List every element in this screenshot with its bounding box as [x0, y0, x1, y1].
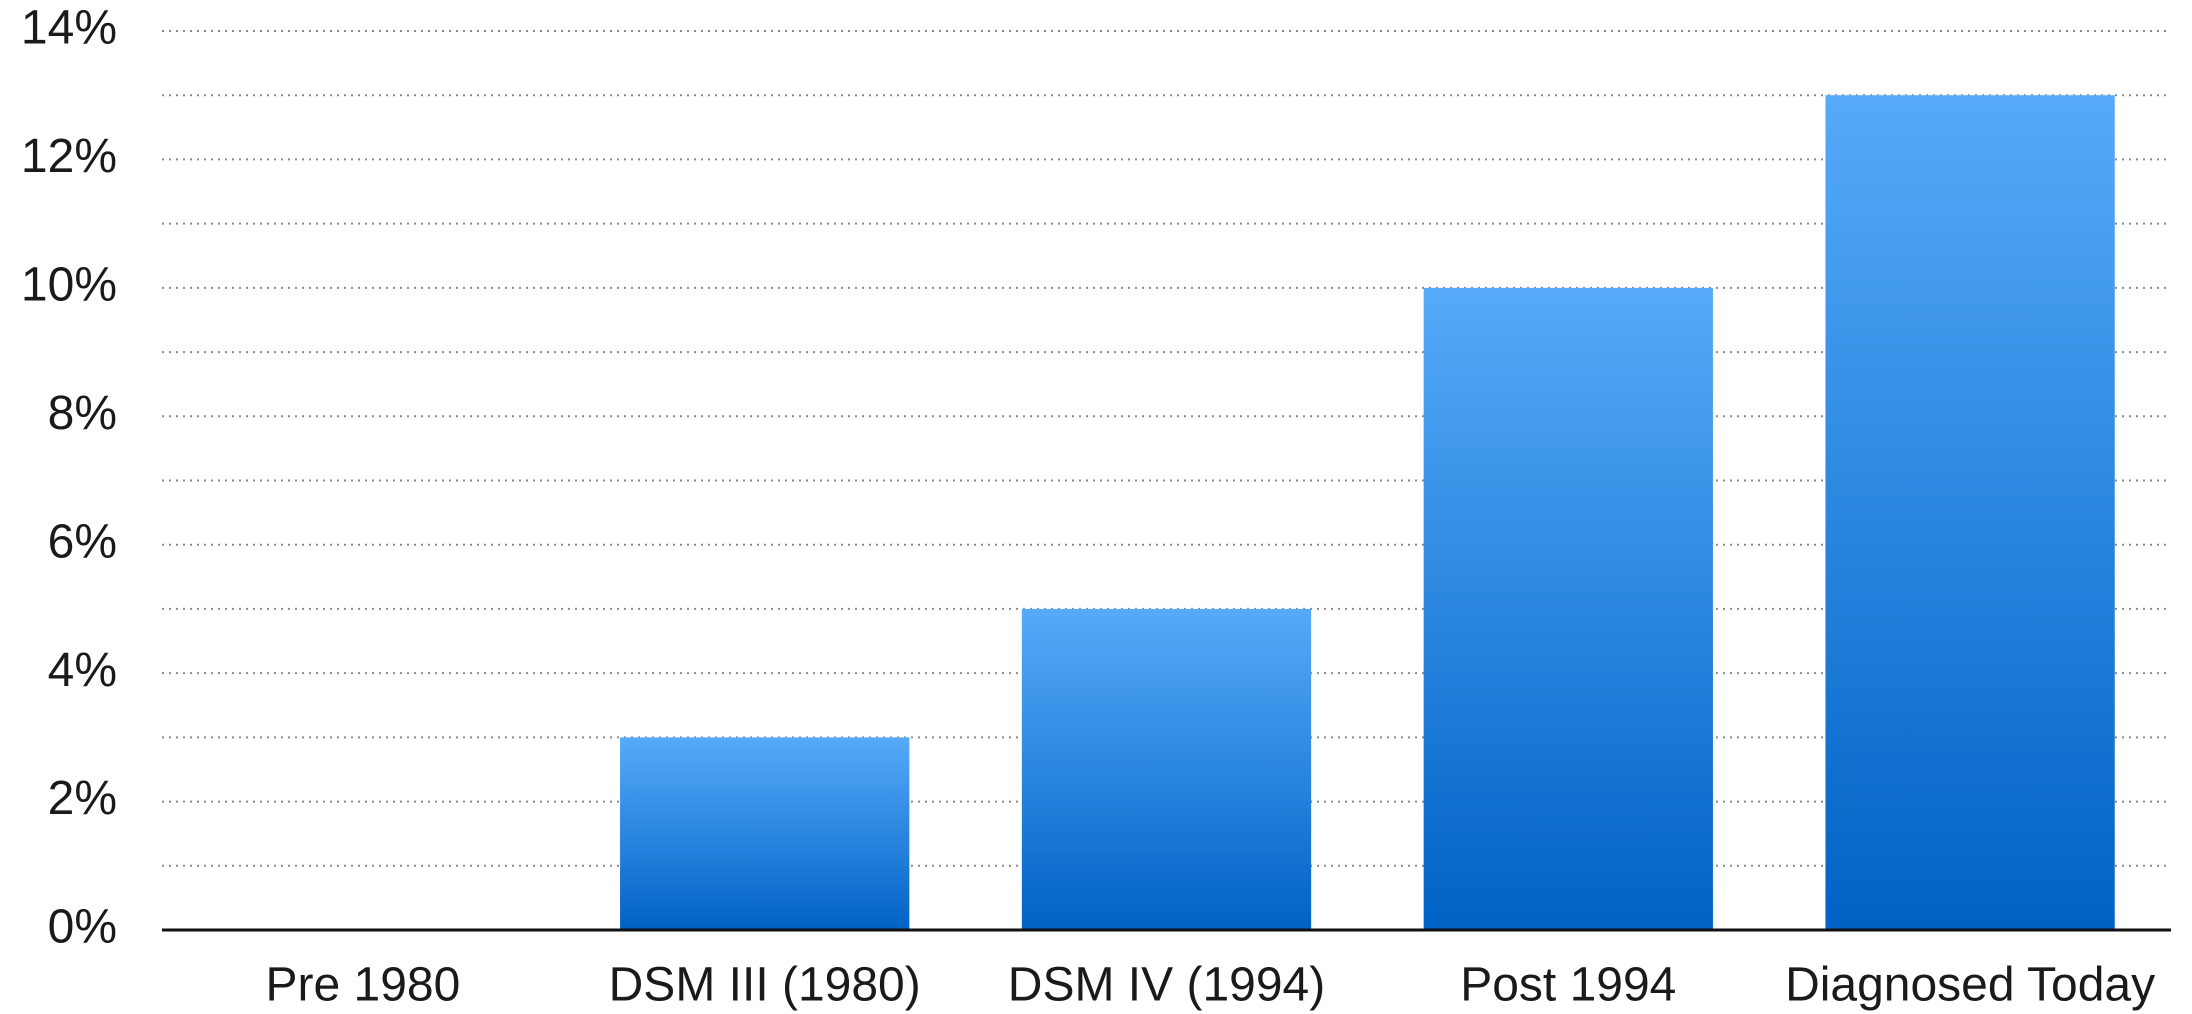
bar [620, 737, 910, 930]
y-tick-label: 14% [21, 2, 117, 55]
x-tick-label: DSM IV (1994) [1008, 959, 1325, 1012]
y-tick-label: 8% [48, 387, 117, 440]
y-tick-label: 0% [48, 901, 117, 954]
x-tick-label: Diagnosed Today [1785, 959, 2155, 1012]
bar [1825, 95, 2115, 930]
x-tick-label: DSM III (1980) [609, 959, 921, 1012]
x-tick-label: Pre 1980 [265, 959, 460, 1012]
y-tick-label: 12% [21, 130, 117, 183]
y-tick-label: 6% [48, 515, 117, 568]
x-tick-label: Post 1994 [1460, 959, 1676, 1012]
bar [1423, 287, 1713, 930]
y-tick-label: 2% [48, 772, 117, 825]
y-tick-label: 4% [48, 644, 117, 697]
y-tick-label: 10% [21, 259, 117, 312]
bar [1021, 608, 1312, 930]
